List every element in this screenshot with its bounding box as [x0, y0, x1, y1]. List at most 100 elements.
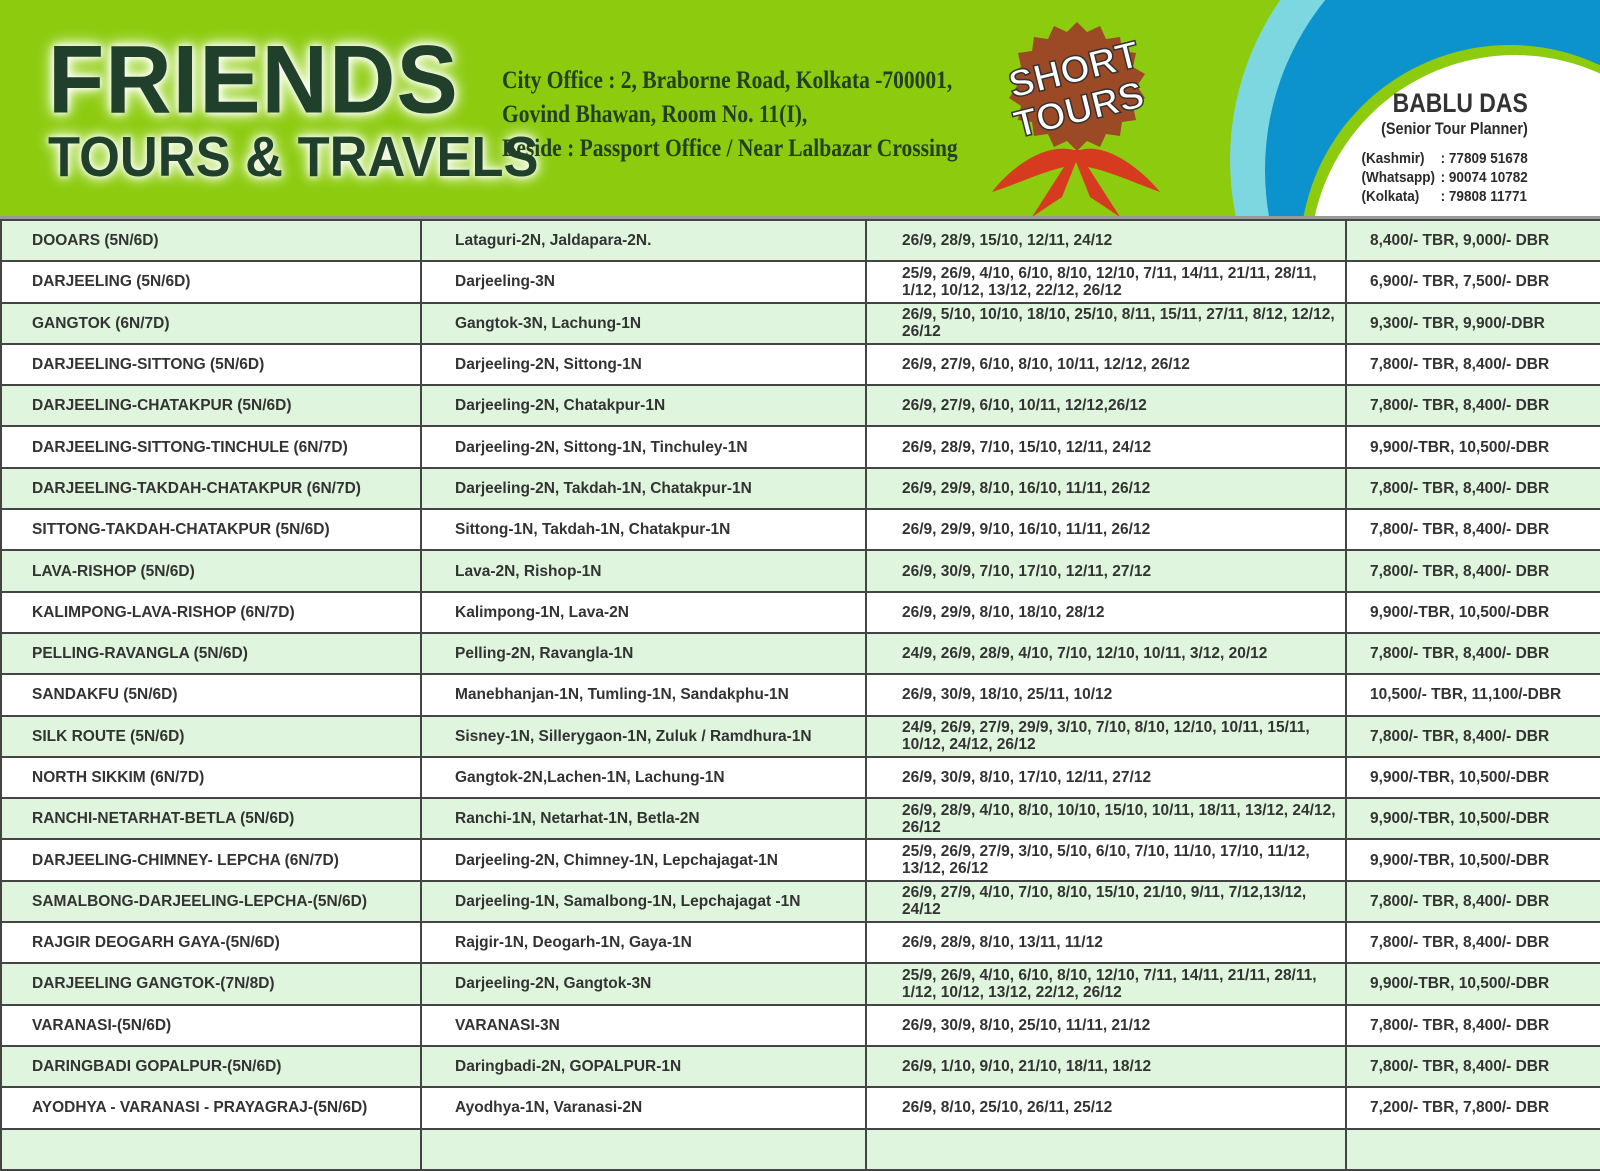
table-row: DARJEELING (5N/6D) Darjeeling-3N 25/9, 26/…: [0, 260, 1600, 304]
tour-price: 7,800/- TBR, 8,400/- DBR: [1345, 1044, 1600, 1089]
table-row: DOOARS (5N/6D) Lataguri-2N, Jaldapara-2N.…: [0, 218, 1600, 263]
table-row: GANGTOK (6N/7D) Gangtok-3N, Lachung-1N 26/…: [0, 301, 1600, 345]
tour-itinerary: Sittong-1N, Takdah-1N, Chatakpur-1N: [420, 508, 867, 552]
tour-dates: 24/9, 26/9, 27/9, 29/9, 3/10, 7/10, 8/10…: [865, 714, 1347, 758]
phone-number: : 79808 11771: [1440, 188, 1528, 205]
table-row: DARINGBADI GOPALPUR-(5N/6D) Daringbadi-2N…: [0, 1044, 1600, 1089]
tour-price: 7,200/- TBR, 7,800/- DBR: [1345, 1086, 1600, 1130]
tour-dates: 26/9, 30/9, 7/10, 17/10, 12/11, 27/12: [865, 549, 1347, 593]
tour-name: SILK ROUTE (5N/6D): [0, 714, 422, 758]
tour-dates: 26/9, 29/9, 8/10, 16/10, 11/11, 26/12: [865, 466, 1347, 511]
tour-dates: 26/9, 5/10, 10/10, 18/10, 25/10, 8/11, 1…: [865, 301, 1347, 345]
tour-name: PELLING-RAVANGLA (5N/6D): [0, 631, 422, 676]
tour-price: 9,900/-TBR, 10,500/-DBR: [1345, 962, 1600, 1006]
tour-itinerary: Darjeeling-3N: [420, 260, 867, 304]
tour-dates: 25/9, 26/9, 27/9, 3/10, 5/10, 6/10, 7/10…: [865, 838, 1347, 882]
table-row: PELLING-RAVANGLA (5N/6D) Pelling-2N, Rava…: [0, 631, 1600, 676]
tour-itinerary: Lava-2N, Rishop-1N: [420, 549, 867, 593]
tour-price: 7,800/- TBR, 8,400/- DBR: [1345, 921, 1600, 965]
tour-name: DARINGBADI GOPALPUR-(5N/6D): [0, 1044, 422, 1089]
tour-itinerary: Darjeeling-2N, Sittong-1N: [420, 342, 867, 387]
tour-name: GANGTOK (6N/7D): [0, 301, 422, 345]
table-row: DARJEELING-SITTONG-TINCHULE (6N/7D) Darje…: [0, 425, 1600, 469]
tour-dates: 26/9, 28/9, 8/10, 13/11, 11/12: [865, 921, 1347, 965]
tour-price: 10,500/- TBR, 11,100/-DBR: [1345, 673, 1600, 717]
table-row: SITTONG-TAKDAH-CHATAKPUR (5N/6D) Sittong-…: [0, 508, 1600, 552]
tour-name: SANDAKFU (5N/6D): [0, 673, 422, 717]
tour-itinerary: Daringbadi-2N, GOPALPUR-1N: [420, 1044, 867, 1089]
tour-name: DOOARS (5N/6D): [0, 218, 422, 263]
tour-table: DOOARS (5N/6D) Lataguri-2N, Jaldapara-2N.…: [0, 218, 1600, 1171]
contact-name: BABLU DAS: [1392, 88, 1528, 118]
tour-name: DARJEELING (5N/6D): [0, 260, 422, 304]
tour-name: DARJEELING-CHIMNEY- LEPCHA (6N/7D): [0, 838, 422, 882]
short-tours-badge-icon: SHORT TOURS: [992, 22, 1160, 216]
tour-itinerary: Darjeeling-2N, Chatakpur-1N: [420, 384, 867, 428]
tour-price: 7,800/- TBR, 8,400/- DBR: [1345, 879, 1600, 924]
tour-name: DARJEELING-SITTONG (5N/6D): [0, 342, 422, 387]
company-logo: FRIENDS TOURS & TRAVELS: [48, 26, 581, 189]
tour-itinerary: Darjeeling-2N, Chimney-1N, Lepchajagat-1…: [420, 838, 867, 882]
contact-role: (Senior Tour Planner): [1381, 119, 1528, 138]
tour-name: KALIMPONG-LAVA-RISHOP (6N/7D): [0, 590, 422, 634]
tour-name: DARJEELING-SITTONG-TINCHULE (6N/7D): [0, 425, 422, 469]
tour-name: LAVA-RISHOP (5N/6D): [0, 549, 422, 593]
tour-itinerary: Pelling-2N, Ravangla-1N: [420, 631, 867, 676]
tour-dates: 25/9, 26/9, 4/10, 6/10, 8/10, 12/10, 7/1…: [865, 260, 1347, 304]
tour-price: 9,900/-TBR, 10,500/-DBR: [1345, 838, 1600, 882]
tour-itinerary: Sisney-1N, Sillerygaon-1N, Zuluk / Ramdh…: [420, 714, 867, 758]
tour-dates: 26/9, 29/9, 9/10, 16/10, 11/11, 26/12: [865, 508, 1347, 552]
tour-dates: 26/9, 27/9, 6/10, 10/11, 12/12,26/12: [865, 384, 1347, 428]
tour-itinerary: Gangtok-2N,Lachen-1N, Lachung-1N: [420, 755, 867, 800]
phone-whatsapp: (Whatsapp): 90074 10782: [1362, 168, 1528, 187]
header-banner: FRIENDS TOURS & TRAVELS City Office : 2,…: [0, 0, 1600, 219]
tour-dates: 26/9, 28/9, 15/10, 12/11, 24/12: [865, 218, 1347, 263]
tour-itinerary: Darjeeling-2N, Gangtok-3N: [420, 962, 867, 1006]
phone-label: (Kolkata): [1361, 188, 1420, 205]
table-row: VARANASI-(5N/6D) VARANASI-3N 26/9, 30/9, 8…: [0, 1003, 1600, 1047]
phone-label: (Whatsapp): [1361, 169, 1436, 186]
phone-kashmir: (Kashmir): 77809 51678: [1362, 149, 1528, 168]
logo-line1: FRIENDS: [48, 26, 459, 134]
tour-itinerary: Lataguri-2N, Jaldapara-2N.: [420, 218, 867, 263]
tour-price: 9,900/-TBR, 10,500/-DBR: [1345, 797, 1600, 841]
tour-price: 7,800/- TBR, 8,400/- DBR: [1345, 342, 1600, 387]
tour-price: 7,800/- TBR, 8,400/- DBR: [1345, 631, 1600, 676]
phone-number: : 77809 51678: [1440, 150, 1528, 167]
table-row: DARJEELING-CHIMNEY- LEPCHA (6N/7D) Darjee…: [0, 838, 1600, 882]
tour-dates: 26/9, 27/9, 4/10, 7/10, 8/10, 15/10, 21/…: [865, 879, 1347, 924]
tour-price: 6,900/- TBR, 7,500/- DBR: [1345, 260, 1600, 304]
tour-name: VARANASI-(5N/6D): [0, 1003, 422, 1047]
table-row: RANCHI-NETARHAT-BETLA (5N/6D) Ranchi-1N, …: [0, 797, 1600, 841]
tour-itinerary: Rajgir-1N, Deogarh-1N, Gaya-1N: [420, 921, 867, 965]
tour-itinerary: Ayodhya-1N, Varanasi-2N: [420, 1086, 867, 1130]
tour-price: 7,800/- TBR, 8,400/- DBR: [1345, 508, 1600, 552]
table-row: AYODHYA - VARANASI - PRAYAGRAJ-(5N/6D) Ay…: [0, 1086, 1600, 1130]
tour-name: SITTONG-TAKDAH-CHATAKPUR (5N/6D): [0, 508, 422, 552]
tour-dates: 26/9, 8/10, 25/10, 26/11, 25/12: [865, 1086, 1347, 1130]
tour-price: 7,800/- TBR, 8,400/- DBR: [1345, 714, 1600, 758]
tour-name: SAMALBONG-DARJEELING-LEPCHA-(5N/6D): [0, 879, 422, 924]
table-row: LAVA-RISHOP (5N/6D) Lava-2N, Rishop-1N 26/…: [0, 549, 1600, 593]
tour-dates: 26/9, 30/9, 8/10, 17/10, 12/11, 27/12: [865, 755, 1347, 800]
tour-name: AYODHYA - VARANASI - PRAYAGRAJ-(5N/6D): [0, 1086, 422, 1130]
tour-price: 7,800/- TBR, 8,400/- DBR: [1345, 466, 1600, 511]
tour-name: RAJGIR DEOGARH GAYA-(5N/6D): [0, 921, 422, 965]
tour-price: 7,800/- TBR, 8,400/- DBR: [1345, 1003, 1600, 1047]
tour-price: 9,900/-TBR, 10,500/-DBR: [1345, 425, 1600, 469]
tour-dates: 24/9, 26/9, 28/9, 4/10, 7/10, 12/10, 10/…: [865, 631, 1347, 676]
tour-price: 9,900/-TBR, 10,500/-DBR: [1345, 755, 1600, 800]
table-row: KALIMPONG-LAVA-RISHOP (6N/7D) Kalimpong-1…: [0, 590, 1600, 634]
tour-dates: 26/9, 28/9, 4/10, 8/10, 10/10, 15/10, 10…: [865, 797, 1347, 841]
tour-price: 9,300/- TBR, 9,900/-DBR: [1345, 301, 1600, 345]
address-line: City Office : 2, Braborne Road, Kolkata …: [502, 67, 953, 94]
table-row: DARJEELING-SITTONG (5N/6D) Darjeeling-2N,…: [0, 342, 1600, 387]
table-row: SANDAKFU (5N/6D) Manebhanjan-1N, Tumling-…: [0, 673, 1600, 717]
tour-itinerary: Kalimpong-1N, Lava-2N: [420, 590, 867, 634]
table-row: SILK ROUTE (5N/6D) Sisney-1N, Sillerygaon…: [0, 714, 1600, 758]
table-row: DARJEELING-TAKDAH-CHATAKPUR (6N/7D) Darje…: [0, 466, 1600, 511]
tour-price: 7,800/- TBR, 8,400/- DBR: [1345, 549, 1600, 593]
logo-line2: TOURS & TRAVELS: [48, 125, 539, 189]
tour-dates: 26/9, 30/9, 8/10, 25/10, 11/11, 21/12: [865, 1003, 1347, 1047]
tour-itinerary: Manebhanjan-1N, Tumling-1N, Sandakphu-1N: [420, 673, 867, 717]
